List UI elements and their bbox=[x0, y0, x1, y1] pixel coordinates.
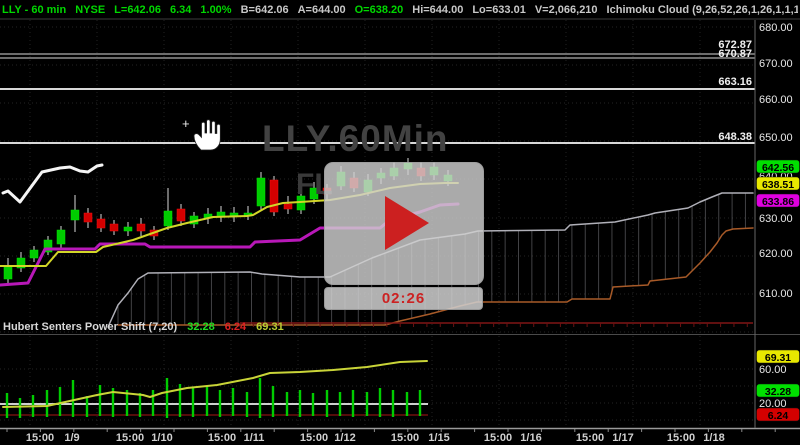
quote-field: V=2,066,210 bbox=[534, 3, 598, 16]
candle-body bbox=[123, 226, 133, 232]
quote-field: Hi=644.00 bbox=[412, 3, 464, 16]
time-axis-label: 1/15 bbox=[428, 432, 449, 444]
candle-body bbox=[29, 249, 39, 259]
cloud-bottom-line bbox=[117, 227, 754, 326]
candle-body bbox=[96, 218, 106, 229]
quote-status-bar: LLY - 60 min NYSE L=642.06 6.34 1.00% B=642.0… bbox=[2, 1, 798, 18]
price-axis-label: 620.00 bbox=[759, 248, 793, 260]
chikou-line-white bbox=[1, 163, 104, 204]
candle-body bbox=[136, 223, 146, 232]
price-tag-label: 69.31 bbox=[765, 352, 791, 364]
time-axis-label: 1/10 bbox=[151, 432, 172, 444]
candle-body bbox=[109, 223, 119, 232]
price-tag-label: 638.51 bbox=[762, 179, 794, 191]
price-axis-label: 610.00 bbox=[759, 288, 793, 300]
video-timer: 02:26 bbox=[324, 287, 483, 310]
price-tag-label: 32.28 bbox=[765, 386, 791, 398]
indicator-status-row: Hubert Senters Power Shift (7,20) 32.28 6… bbox=[3, 321, 284, 333]
candle-body bbox=[70, 209, 80, 221]
quote-field: O=638.20 bbox=[354, 3, 404, 16]
video-player-overlay[interactable] bbox=[324, 162, 484, 285]
quote-field: B=642.06 bbox=[240, 3, 289, 16]
play-button-icon[interactable] bbox=[385, 196, 429, 250]
price-axis-label: 680.00 bbox=[759, 22, 793, 34]
price-line-label: 663.16 bbox=[718, 76, 752, 88]
time-axis-label: 1/12 bbox=[334, 432, 355, 444]
time-axis-label: 15:00 bbox=[391, 432, 419, 444]
time-axis-label: 15:00 bbox=[667, 432, 695, 444]
price-axis-label: 20.00 bbox=[759, 398, 787, 410]
candle-body bbox=[309, 187, 319, 200]
candle-body bbox=[256, 177, 266, 207]
price-line-label: 670.87 bbox=[718, 48, 752, 60]
candle-body bbox=[43, 239, 53, 253]
time-axis-label: 15:00 bbox=[116, 432, 144, 444]
candle-body bbox=[283, 203, 293, 210]
quote-field: LLY - 60 min bbox=[2, 3, 67, 16]
price-axis-label: 630.00 bbox=[759, 213, 793, 225]
quote-field: A=644.00 bbox=[297, 3, 346, 16]
candle-body bbox=[56, 229, 66, 245]
quote-field: 6.34 bbox=[169, 3, 192, 16]
price-axis-label: 650.00 bbox=[759, 132, 793, 144]
quote-field: Ichimoku Cloud (9,26,52,26,1,26,1,1,1,5,… bbox=[606, 3, 798, 16]
price-tag-label: 642.56 bbox=[762, 162, 794, 174]
time-axis-label: 15:00 bbox=[300, 432, 328, 444]
candle-body bbox=[3, 266, 13, 280]
candle-body bbox=[16, 257, 26, 269]
time-axis-label: 1/18 bbox=[703, 432, 724, 444]
candle-body bbox=[163, 210, 173, 227]
price-axis-label: 670.00 bbox=[759, 58, 793, 70]
quote-field: Lo=633.01 bbox=[472, 3, 526, 16]
quote-field: L=642.06 bbox=[114, 3, 161, 16]
candle-body bbox=[269, 179, 279, 213]
time-axis-label: 1/17 bbox=[612, 432, 633, 444]
chart-watermark: LLY.60Min bbox=[262, 118, 449, 159]
candle-body bbox=[176, 208, 186, 222]
price-tag-label: 6.24 bbox=[768, 410, 789, 422]
indicator-label: Hubert Senters Power Shift (7,20) bbox=[3, 321, 178, 333]
time-axis-label: 1/16 bbox=[520, 432, 541, 444]
price-line-label: 672.87 bbox=[718, 39, 752, 51]
indicator-value: 69.31 bbox=[256, 321, 284, 333]
price-axis-label: 60.00 bbox=[759, 364, 787, 376]
quote-field: 1.00% bbox=[200, 3, 232, 16]
indicator-value: 32.28 bbox=[187, 321, 215, 333]
powershift-yellow-line bbox=[2, 360, 428, 408]
time-axis-label: 15:00 bbox=[576, 432, 604, 444]
time-axis-label: 1/11 bbox=[244, 432, 265, 444]
time-axis-label: 15:00 bbox=[484, 432, 512, 444]
candle-body bbox=[83, 212, 93, 223]
price-line-label: 648.38 bbox=[718, 131, 752, 143]
indicator-value: 6.24 bbox=[224, 321, 247, 333]
time-axis-label: 15:00 bbox=[208, 432, 236, 444]
time-axis-label: 15:00 bbox=[26, 432, 54, 444]
price-axis-label: 660.00 bbox=[759, 94, 793, 106]
price-tag-label: 633.86 bbox=[762, 196, 794, 208]
time-axis-label: 1/9 bbox=[64, 432, 79, 444]
quote-field: NYSE bbox=[75, 3, 106, 16]
